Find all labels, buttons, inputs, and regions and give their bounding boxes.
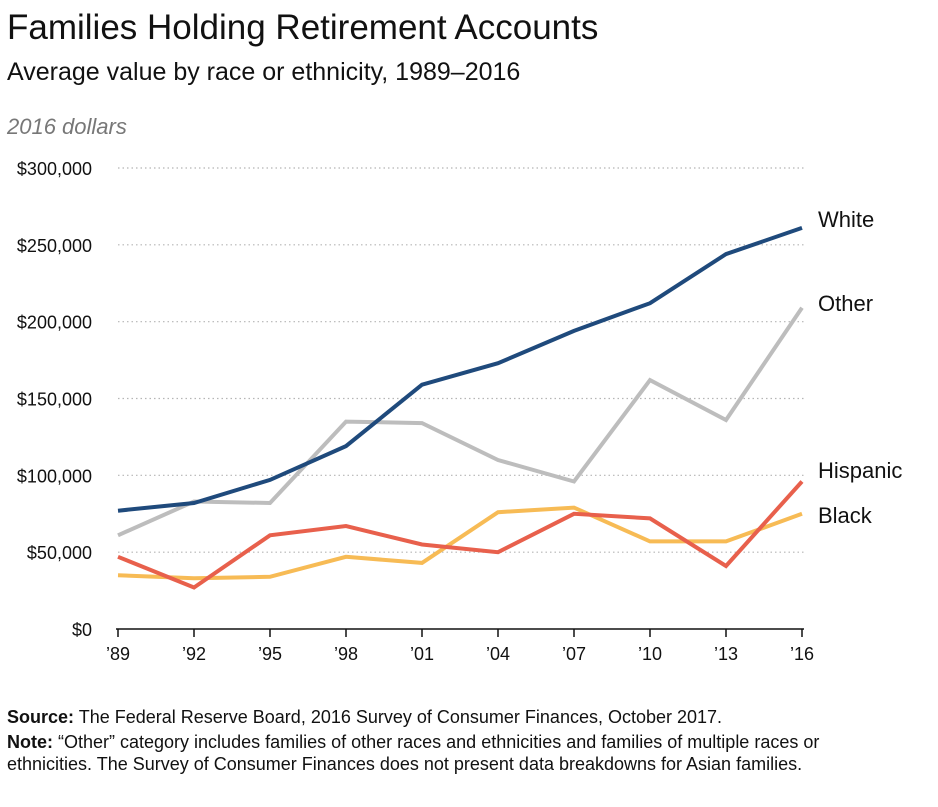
note-text: “Other” category includes families of ot…: [7, 732, 820, 774]
note: Note: “Other” category includes families…: [7, 731, 887, 775]
y-tick-label: $250,000: [17, 236, 92, 256]
series-line-white: [117, 226, 803, 513]
series-labels: White Other Hispanic Black: [818, 207, 902, 528]
y-tick-label: $100,000: [17, 466, 92, 486]
y-tick-label: $50,000: [27, 543, 92, 563]
y-tick-label: $300,000: [17, 159, 92, 179]
note-label: Note:: [7, 732, 53, 752]
y-tick-label: $150,000: [17, 390, 92, 410]
unit-label: 2016 dollars: [7, 114, 127, 139]
series-label-white: White: [818, 207, 874, 232]
y-tick-label: $0: [72, 620, 92, 640]
line-chart: $0 $50,000 $100,000 $150,000 $200,000 $250,00…: [17, 159, 902, 664]
series-label-black: Black: [818, 503, 873, 528]
gridlines: [118, 167, 804, 553]
x-tick-label: ’07: [562, 644, 586, 664]
x-tick-label: ’89: [106, 644, 130, 664]
x-tick-label: ’16: [790, 644, 814, 664]
series-label-other: Other: [818, 291, 873, 316]
x-tick-label: ’01: [410, 644, 434, 664]
series-lines: [117, 226, 804, 590]
x-tick-label: ’13: [714, 644, 738, 664]
source-text: The Federal Reserve Board, 2016 Survey o…: [74, 707, 723, 727]
x-tick-label: ’92: [182, 644, 206, 664]
footer: Source: The Federal Reserve Board, 2016 …: [7, 706, 887, 778]
series-line-hispanic: [117, 480, 804, 590]
source-note: Source: The Federal Reserve Board, 2016 …: [7, 706, 887, 728]
chart-title: Families Holding Retirement Accounts: [7, 8, 599, 47]
series-line-other: [117, 306, 804, 538]
x-tick-label: ’95: [258, 644, 282, 664]
source-label: Source:: [7, 707, 75, 727]
chart-subtitle: Average value by race or ethnicity, 1989…: [7, 58, 521, 86]
x-tick-label: ’98: [334, 644, 358, 664]
x-axis: ’89 ’92 ’95 ’98 ’01 ’04 ’07 ’10 ’13 ’16: [106, 628, 814, 664]
x-tick-label: ’10: [638, 644, 662, 664]
series-label-hispanic: Hispanic: [818, 458, 902, 483]
y-tick-label: $200,000: [17, 313, 92, 333]
x-tick-label: ’04: [486, 644, 510, 664]
y-axis-labels: $0 $50,000 $100,000 $150,000 $200,000 $250,00…: [17, 159, 92, 640]
